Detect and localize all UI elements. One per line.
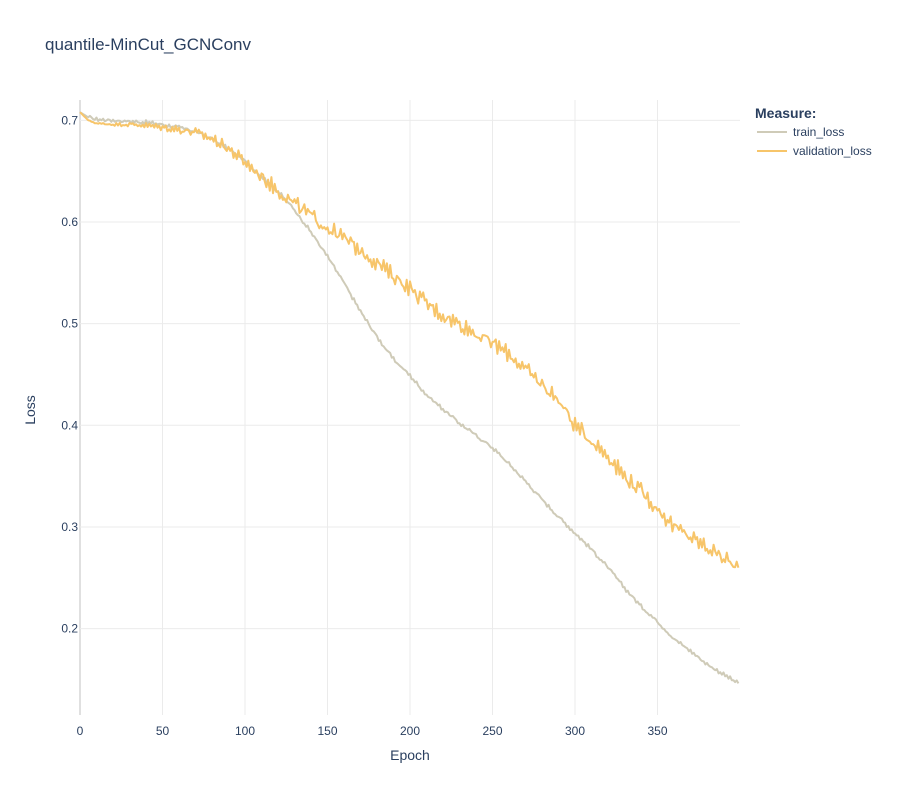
legend-item-validation_loss: validation_loss [793, 144, 872, 158]
x-tick-label: 200 [400, 724, 420, 738]
x-tick-label: 300 [565, 724, 585, 738]
legend-title: Measure: [755, 105, 816, 121]
series-lines [79, 111, 740, 684]
y-tick-label: 0.2 [61, 622, 78, 636]
x-tick-label: 250 [482, 724, 502, 738]
y-axis-title: Loss [22, 395, 38, 425]
tick-labels: 0 50 100 150 200 250 300 350 0.2 0.3 0.4 0.5 0.6 0.7 [61, 113, 668, 738]
series-line-validation_loss [79, 111, 740, 569]
series-line-train_loss [79, 111, 740, 684]
y-tick-label: 0.4 [61, 418, 78, 432]
y-tick-label: 0.6 [61, 215, 78, 229]
legend-item-train_loss: train_loss [793, 125, 844, 139]
y-tick-label: 0.3 [61, 520, 78, 534]
legend: Measure: train_loss validation_loss [755, 105, 872, 158]
x-tick-label: 50 [156, 724, 170, 738]
y-tick-label: 0.5 [61, 317, 78, 331]
x-tick-label: 100 [235, 724, 255, 738]
grid-lines [79, 100, 740, 715]
x-tick-label: 350 [647, 724, 667, 738]
y-tick-label: 0.7 [61, 113, 78, 127]
chart-title: quantile-MinCut_GCNConv [45, 35, 251, 54]
x-axis-title: Epoch [390, 747, 430, 763]
x-tick-label: 0 [77, 724, 84, 738]
x-tick-label: 150 [317, 724, 337, 738]
